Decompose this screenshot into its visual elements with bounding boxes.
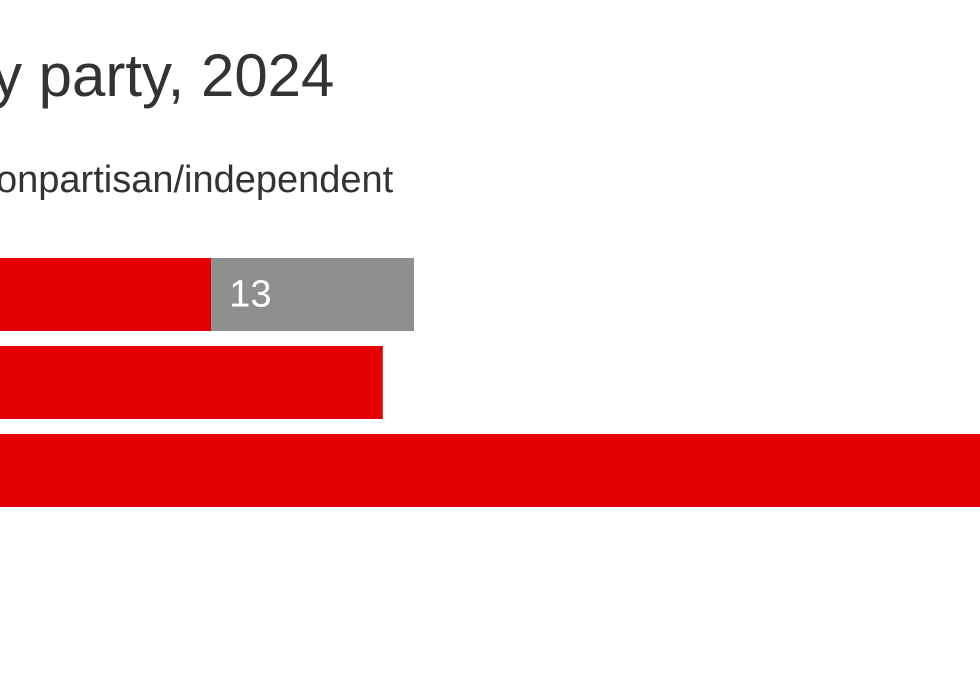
chart-subtitle: onpartisan/independent [0,159,394,201]
bar-segment-republican [0,258,212,331]
bar-segment-independent [211,258,414,331]
bar-row-3: 101 [0,434,980,507]
bar-row-2: 62 [0,346,383,419]
bar-row-1: 13 [0,258,414,331]
bar-segment-republican [0,434,980,507]
bar-segment-republican [0,346,383,419]
data-label: 13 [229,274,271,316]
chart-title: y party, 2024 [0,42,335,109]
